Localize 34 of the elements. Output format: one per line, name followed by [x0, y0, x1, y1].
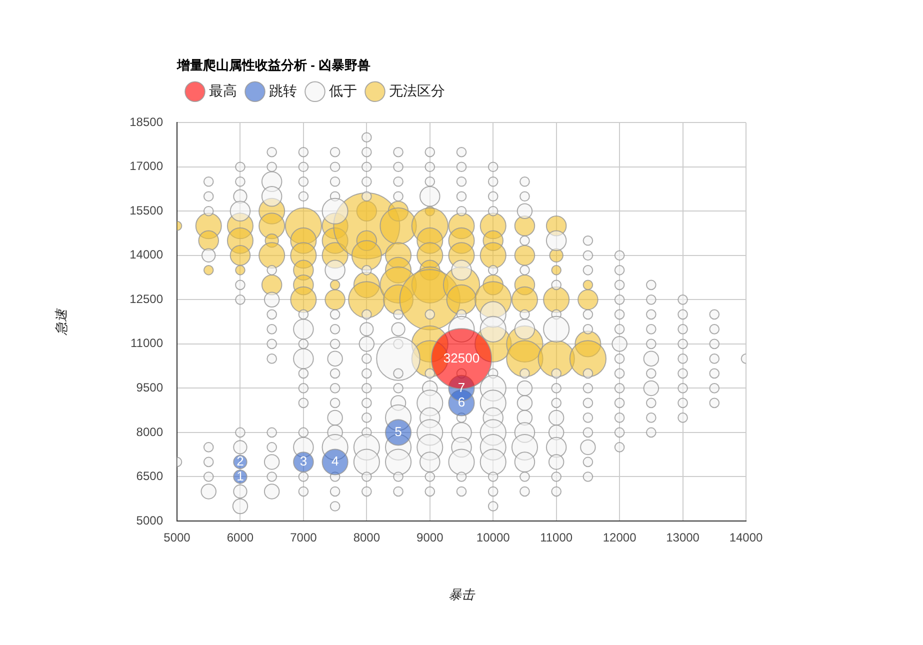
y-tick-label: 6500: [136, 469, 164, 484]
legend-label: 最高: [209, 82, 237, 98]
x-axis-title: 暴击: [448, 586, 476, 602]
y-tick-label: 14000: [130, 248, 164, 262]
chart-title: 增量爬山属性收益分析 - 凶暴野兽: [176, 57, 371, 72]
x-tick-label: 11000: [540, 530, 573, 545]
x-tick-label: 14000: [729, 530, 764, 545]
annotation: 1: [236, 468, 244, 484]
y-tick-label: 17000: [130, 159, 164, 174]
y-tick-label: 12500: [130, 292, 164, 306]
x-tick-label: 12000: [602, 530, 637, 545]
annotation: 6: [458, 394, 466, 410]
y-tick-label: 9500: [136, 380, 164, 395]
y-tick-label: 15500: [130, 203, 164, 218]
x-tick-label: 9000: [416, 530, 444, 545]
x-tick-label: 5000: [164, 530, 191, 545]
annotation: 5: [394, 424, 402, 440]
x-tick-label: 8000: [353, 530, 380, 545]
y-tick-label: 18500: [130, 114, 164, 129]
legend-label: 跳转: [269, 82, 297, 98]
y-tick-label: 11000: [130, 336, 164, 350]
y-tick-label: 5000: [136, 513, 164, 528]
annotation: 32500: [443, 350, 480, 366]
annotation: 4: [331, 454, 339, 469]
x-tick-label: 10000: [476, 530, 510, 545]
x-tick-label: 13000: [666, 530, 700, 545]
annotation: 3: [300, 454, 308, 469]
legend-label: 低于: [329, 82, 357, 98]
y-axis-title: 急速: [53, 308, 68, 336]
legend-label: 无法区分: [389, 82, 445, 98]
y-tick-label: 8000: [136, 424, 164, 439]
x-tick-label: 7000: [290, 530, 318, 545]
annotation: 2: [236, 454, 244, 469]
x-tick-label: 6000: [226, 530, 254, 545]
